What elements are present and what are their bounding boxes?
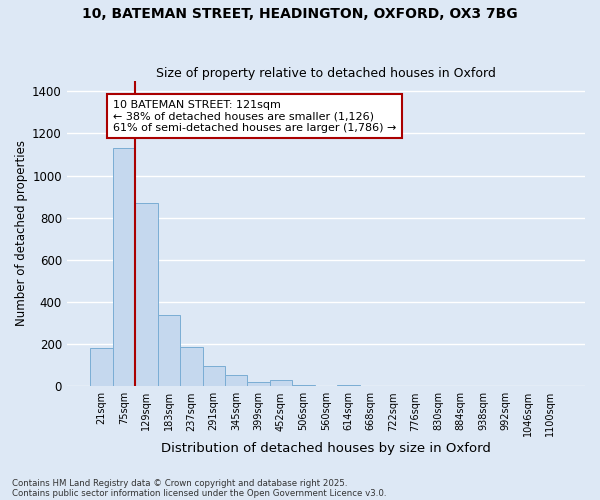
Y-axis label: Number of detached properties: Number of detached properties (15, 140, 28, 326)
Bar (91, 348, 113, 387)
Bar (113, 148, 135, 386)
Title: Size of property relative to detached houses in Oxford: Size of property relative to detached ho… (156, 66, 496, 80)
Text: 10, BATEMAN STREET, HEADINGTON, OXFORD, OX3 7BG: 10, BATEMAN STREET, HEADINGTON, OXFORD, … (82, 8, 518, 22)
Bar (158, 314, 180, 386)
Bar (247, 382, 270, 386)
X-axis label: Distribution of detached houses by size in Oxford: Distribution of detached houses by size … (161, 442, 491, 455)
Bar (135, 203, 158, 386)
Text: 10 BATEMAN STREET: 121sqm
← 38% of detached houses are smaller (1,126)
61% of se: 10 BATEMAN STREET: 121sqm ← 38% of detac… (113, 100, 396, 133)
Text: Contains HM Land Registry data © Crown copyright and database right 2025.: Contains HM Land Registry data © Crown c… (12, 478, 347, 488)
Bar (203, 366, 225, 386)
Bar (270, 380, 292, 386)
Bar (225, 374, 247, 386)
Bar (180, 348, 203, 387)
Text: Contains public sector information licensed under the Open Government Licence v3: Contains public sector information licen… (12, 488, 386, 498)
